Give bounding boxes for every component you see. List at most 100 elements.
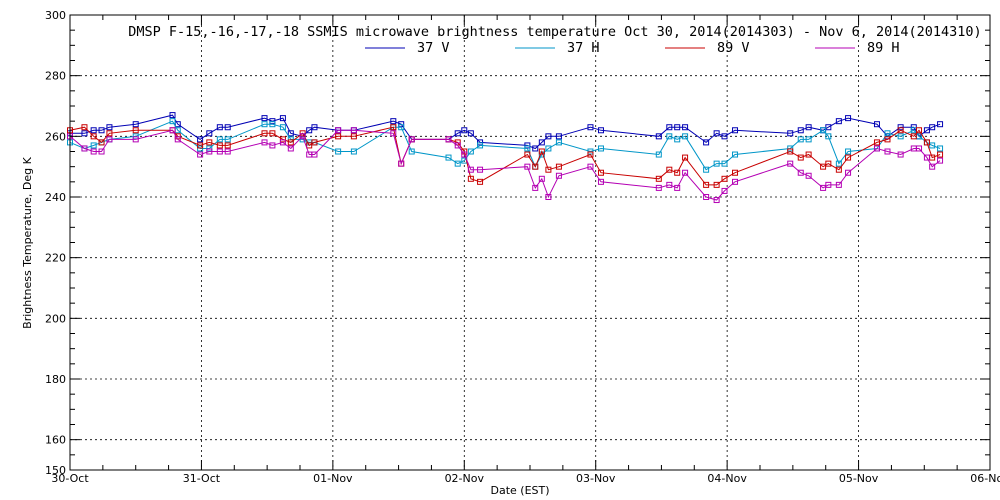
data-point (408, 148, 415, 155)
plot-frame (69, 14, 991, 471)
y-axis-label: Brightness Temperature, Deg K (21, 156, 34, 328)
data-point (335, 127, 342, 134)
data-point (555, 172, 562, 179)
data-point (825, 160, 832, 167)
data-point (197, 145, 204, 152)
data-point (216, 142, 223, 149)
data-point (477, 166, 484, 173)
data-point (674, 136, 681, 143)
data-point (524, 163, 531, 170)
data-point (461, 151, 468, 158)
data-point (106, 124, 113, 131)
data-point (884, 130, 891, 137)
data-point (98, 148, 105, 155)
data-point (269, 142, 276, 149)
data-point (224, 148, 231, 155)
data-point (655, 151, 662, 158)
data-point (132, 121, 139, 128)
data-point (797, 154, 804, 161)
data-point (825, 181, 832, 188)
data-point (666, 181, 673, 188)
data-point (884, 136, 891, 143)
data-point (545, 133, 552, 140)
data-point (545, 194, 552, 200)
data-point (287, 145, 294, 152)
series-line (69, 129, 941, 201)
data-point (224, 136, 231, 143)
data-point (597, 145, 604, 152)
data-point (655, 175, 662, 182)
x-tick-label: 31-Oct (183, 472, 221, 485)
series-37-h (67, 118, 944, 173)
data-point (682, 154, 689, 161)
data-point (216, 136, 223, 143)
data-point (835, 181, 842, 188)
data-point (805, 151, 812, 158)
data-point (261, 139, 268, 146)
data-point (398, 124, 405, 131)
data-point (224, 142, 231, 149)
data-point (805, 136, 812, 143)
data-point (923, 154, 930, 161)
data-point (197, 136, 204, 143)
data-point (555, 163, 562, 170)
data-point (269, 121, 276, 128)
data-point (287, 130, 294, 137)
data-point (674, 184, 681, 191)
data-point (538, 175, 545, 182)
data-point (197, 142, 204, 149)
data-point (703, 139, 710, 146)
data-point (311, 151, 318, 158)
data-point (467, 148, 474, 155)
data-point (398, 160, 405, 167)
data-point (467, 166, 474, 173)
data-point (587, 151, 594, 158)
data-point (897, 133, 904, 140)
data-point (81, 130, 88, 137)
data-point (666, 166, 673, 173)
y-tick-label: 300 (45, 9, 66, 22)
data-point (732, 151, 739, 158)
data-point (555, 133, 562, 140)
data-point (937, 145, 944, 152)
data-point (845, 115, 852, 122)
legend-label: 89 H (867, 40, 900, 56)
data-point (845, 148, 852, 155)
data-point (269, 118, 276, 125)
legend: 37 V 37 H 89 V 89 H (365, 40, 900, 56)
data-point (445, 136, 452, 143)
data-point (835, 118, 842, 125)
data-point (937, 151, 944, 158)
data-point (721, 133, 728, 140)
data-point (90, 133, 97, 140)
data-point (279, 124, 286, 131)
data-point (929, 124, 936, 131)
data-point (169, 112, 176, 119)
y-tick-label: 220 (45, 252, 66, 265)
data-point (805, 172, 812, 179)
data-point (805, 124, 812, 131)
x-tick-label: 03-Nov (576, 472, 616, 485)
data-point (721, 160, 728, 167)
data-point (923, 127, 930, 134)
data-point (279, 136, 286, 143)
data-point (454, 130, 461, 137)
series-line (70, 114, 941, 150)
data-point (169, 118, 176, 125)
series-line (69, 120, 941, 171)
data-point (825, 133, 832, 140)
chart-title: DMSP F-15,-16,-17,-18 SSMIS microwave br… (128, 24, 981, 40)
data-point (206, 145, 213, 152)
data-point (454, 160, 461, 167)
series-line (69, 126, 941, 186)
data-point (261, 121, 268, 128)
data-point (224, 124, 231, 131)
data-point (820, 184, 827, 191)
x-axis-label: Date (EST) (490, 484, 549, 497)
data-point (306, 142, 313, 149)
data-point (674, 169, 681, 176)
data-point (98, 127, 105, 134)
data-point (703, 194, 710, 200)
data-point (90, 127, 97, 134)
